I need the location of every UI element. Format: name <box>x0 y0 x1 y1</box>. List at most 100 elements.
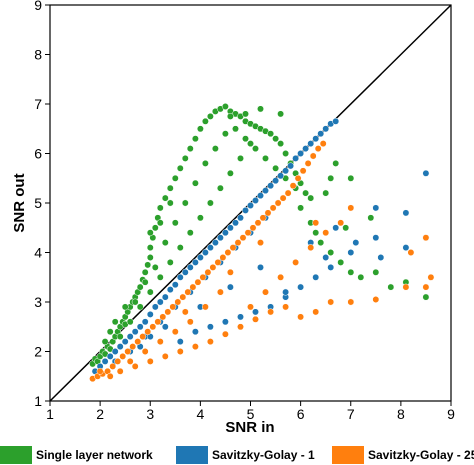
y-tick-label: 9 <box>34 0 42 13</box>
point-savitzky-golay-25 <box>134 338 142 346</box>
point-savitzky-golay-1 <box>111 348 119 355</box>
point-single-layer-network <box>422 293 430 301</box>
point-savitzky-golay-25 <box>144 328 152 336</box>
point-savitzky-golay-25 <box>156 338 164 346</box>
point-single-layer-network <box>161 239 169 247</box>
x-tick-label: 2 <box>96 406 104 422</box>
point-single-layer-network <box>176 164 184 172</box>
point-savitzky-golay-25 <box>139 333 147 341</box>
x-tick-label: 4 <box>196 406 204 422</box>
point-savitzky-golay-25 <box>184 288 192 296</box>
point-savitzky-golay-25 <box>146 357 154 365</box>
point-savitzky-golay-1 <box>292 154 300 162</box>
point-savitzky-golay-1 <box>116 343 124 351</box>
point-single-layer-network <box>327 174 335 182</box>
point-savitzky-golay-25 <box>297 313 305 321</box>
point-single-layer-network <box>387 283 395 291</box>
point-savitzky-golay-25 <box>149 323 157 331</box>
legend-label-savitzky-golay-1: Savitzky-Golay - 1 <box>212 448 315 462</box>
point-single-layer-network <box>146 229 154 237</box>
point-savitzky-golay-1 <box>317 130 325 138</box>
point-savitzky-golay-25 <box>319 140 327 148</box>
point-savitzky-golay-25 <box>372 296 380 303</box>
point-savitzky-golay-25 <box>277 273 285 281</box>
point-savitzky-golay-25 <box>216 288 224 296</box>
point-savitzky-golay-25 <box>119 352 127 360</box>
point-single-layer-network <box>302 189 310 197</box>
legend-item-savitzky-golay-1: Savitzky-Golay - 1 <box>176 446 315 464</box>
point-single-layer-network <box>282 150 290 157</box>
point-single-layer-network <box>347 174 355 182</box>
point-single-layer-network <box>176 244 184 252</box>
point-single-layer-network <box>111 318 119 326</box>
point-savitzky-golay-1 <box>126 333 134 341</box>
point-savitzky-golay-25 <box>219 254 227 261</box>
point-savitzky-golay-25 <box>307 244 315 252</box>
point-single-layer-network <box>367 214 375 222</box>
point-savitzky-golay-25 <box>226 268 234 276</box>
point-single-layer-network <box>372 268 380 276</box>
point-single-layer-network <box>151 224 159 232</box>
point-savitzky-golay-1 <box>322 254 330 261</box>
point-single-layer-network <box>166 258 174 266</box>
point-savitzky-golay-1 <box>372 234 380 242</box>
point-savitzky-golay-1 <box>141 318 149 326</box>
point-savitzky-golay-25 <box>109 362 117 370</box>
point-single-layer-network <box>151 263 159 271</box>
x-tick-label: 9 <box>447 406 455 422</box>
point-savitzky-golay-1 <box>242 206 249 214</box>
point-savitzky-golay-1 <box>297 283 305 291</box>
point-savitzky-golay-25 <box>309 152 317 160</box>
legend-label-single-layer-network: Single layer network <box>36 448 153 462</box>
point-savitzky-golay-1 <box>131 328 139 336</box>
point-single-layer-network <box>166 184 174 192</box>
point-savitzky-golay-1 <box>201 249 209 256</box>
point-savitzky-golay-25 <box>312 308 320 316</box>
point-savitzky-golay-25 <box>204 268 212 276</box>
point-savitzky-golay-25 <box>244 229 252 237</box>
point-savitzky-golay-25 <box>171 328 179 336</box>
point-savitzky-golay-1 <box>267 182 275 190</box>
point-savitzky-golay-25 <box>279 194 287 202</box>
point-savitzky-golay-1 <box>307 140 315 148</box>
point-savitzky-golay-25 <box>206 338 214 346</box>
point-savitzky-golay-1 <box>322 125 330 133</box>
point-single-layer-network <box>242 135 249 143</box>
point-savitzky-golay-25 <box>289 182 297 190</box>
point-single-layer-network <box>277 110 285 118</box>
point-single-layer-network <box>242 110 249 118</box>
point-single-layer-network <box>196 214 204 222</box>
point-savitzky-golay-1 <box>121 338 129 346</box>
point-savitzky-golay-1 <box>156 298 164 306</box>
point-single-layer-network <box>247 140 254 148</box>
point-savitzky-golay-25 <box>114 357 122 365</box>
point-savitzky-golay-1 <box>332 117 340 125</box>
point-savitzky-golay-25 <box>427 273 435 281</box>
point-savitzky-golay-25 <box>347 204 355 212</box>
point-savitzky-golay-25 <box>199 273 207 281</box>
point-savitzky-golay-25 <box>191 343 199 351</box>
point-savitzky-golay-25 <box>154 318 162 326</box>
point-savitzky-golay-1 <box>332 224 340 232</box>
point-savitzky-golay-1 <box>257 263 264 271</box>
point-savitzky-golay-25 <box>124 348 132 355</box>
point-savitzky-golay-25 <box>229 244 237 252</box>
point-savitzky-golay-1 <box>252 308 259 316</box>
point-savitzky-golay-25 <box>422 234 430 242</box>
point-single-layer-network <box>272 164 280 172</box>
point-savitzky-golay-1 <box>101 357 109 365</box>
point-savitzky-golay-25 <box>254 219 262 227</box>
point-single-layer-network <box>262 154 269 162</box>
point-single-layer-network <box>201 159 209 167</box>
point-savitzky-golay-1 <box>237 214 244 222</box>
y-tick-label: 5 <box>34 195 42 211</box>
point-single-layer-network <box>272 135 280 143</box>
point-savitzky-golay-25 <box>164 308 172 316</box>
point-savitzky-golay-25 <box>209 263 217 271</box>
point-single-layer-network <box>171 219 179 227</box>
point-savitzky-golay-1 <box>191 258 199 266</box>
point-single-layer-network <box>211 145 219 153</box>
point-savitzky-golay-25 <box>257 239 264 247</box>
point-savitzky-golay-1 <box>372 204 380 212</box>
point-single-layer-network <box>126 318 134 326</box>
